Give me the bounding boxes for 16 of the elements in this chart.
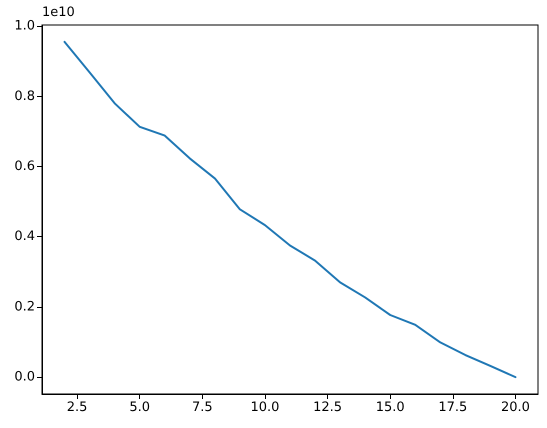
x-tick-label: 5.0 — [129, 400, 150, 415]
x-tick-label: 17.5 — [438, 400, 468, 415]
line-series — [64, 40, 516, 378]
x-tick-label: 20.0 — [500, 400, 530, 415]
x-tick-label: 7.5 — [192, 400, 213, 415]
y-tick-label: 0.4 — [14, 229, 35, 244]
x-tick-label: 15.0 — [376, 400, 405, 415]
x-tick-label: 12.5 — [313, 400, 342, 415]
y-tick-label: 0.8 — [14, 88, 35, 104]
x-tick-label: 2.5 — [66, 400, 88, 415]
text: 1e10 — [42, 5, 75, 20]
y-tick-label: 0.0 — [14, 370, 35, 385]
y-tick-label: 0.6 — [14, 158, 35, 174]
y-tick-label: 1.0 — [14, 18, 35, 34]
x-tick-label: 10.0 — [250, 400, 280, 415]
y-tick-label: 0.2 — [14, 299, 35, 314]
